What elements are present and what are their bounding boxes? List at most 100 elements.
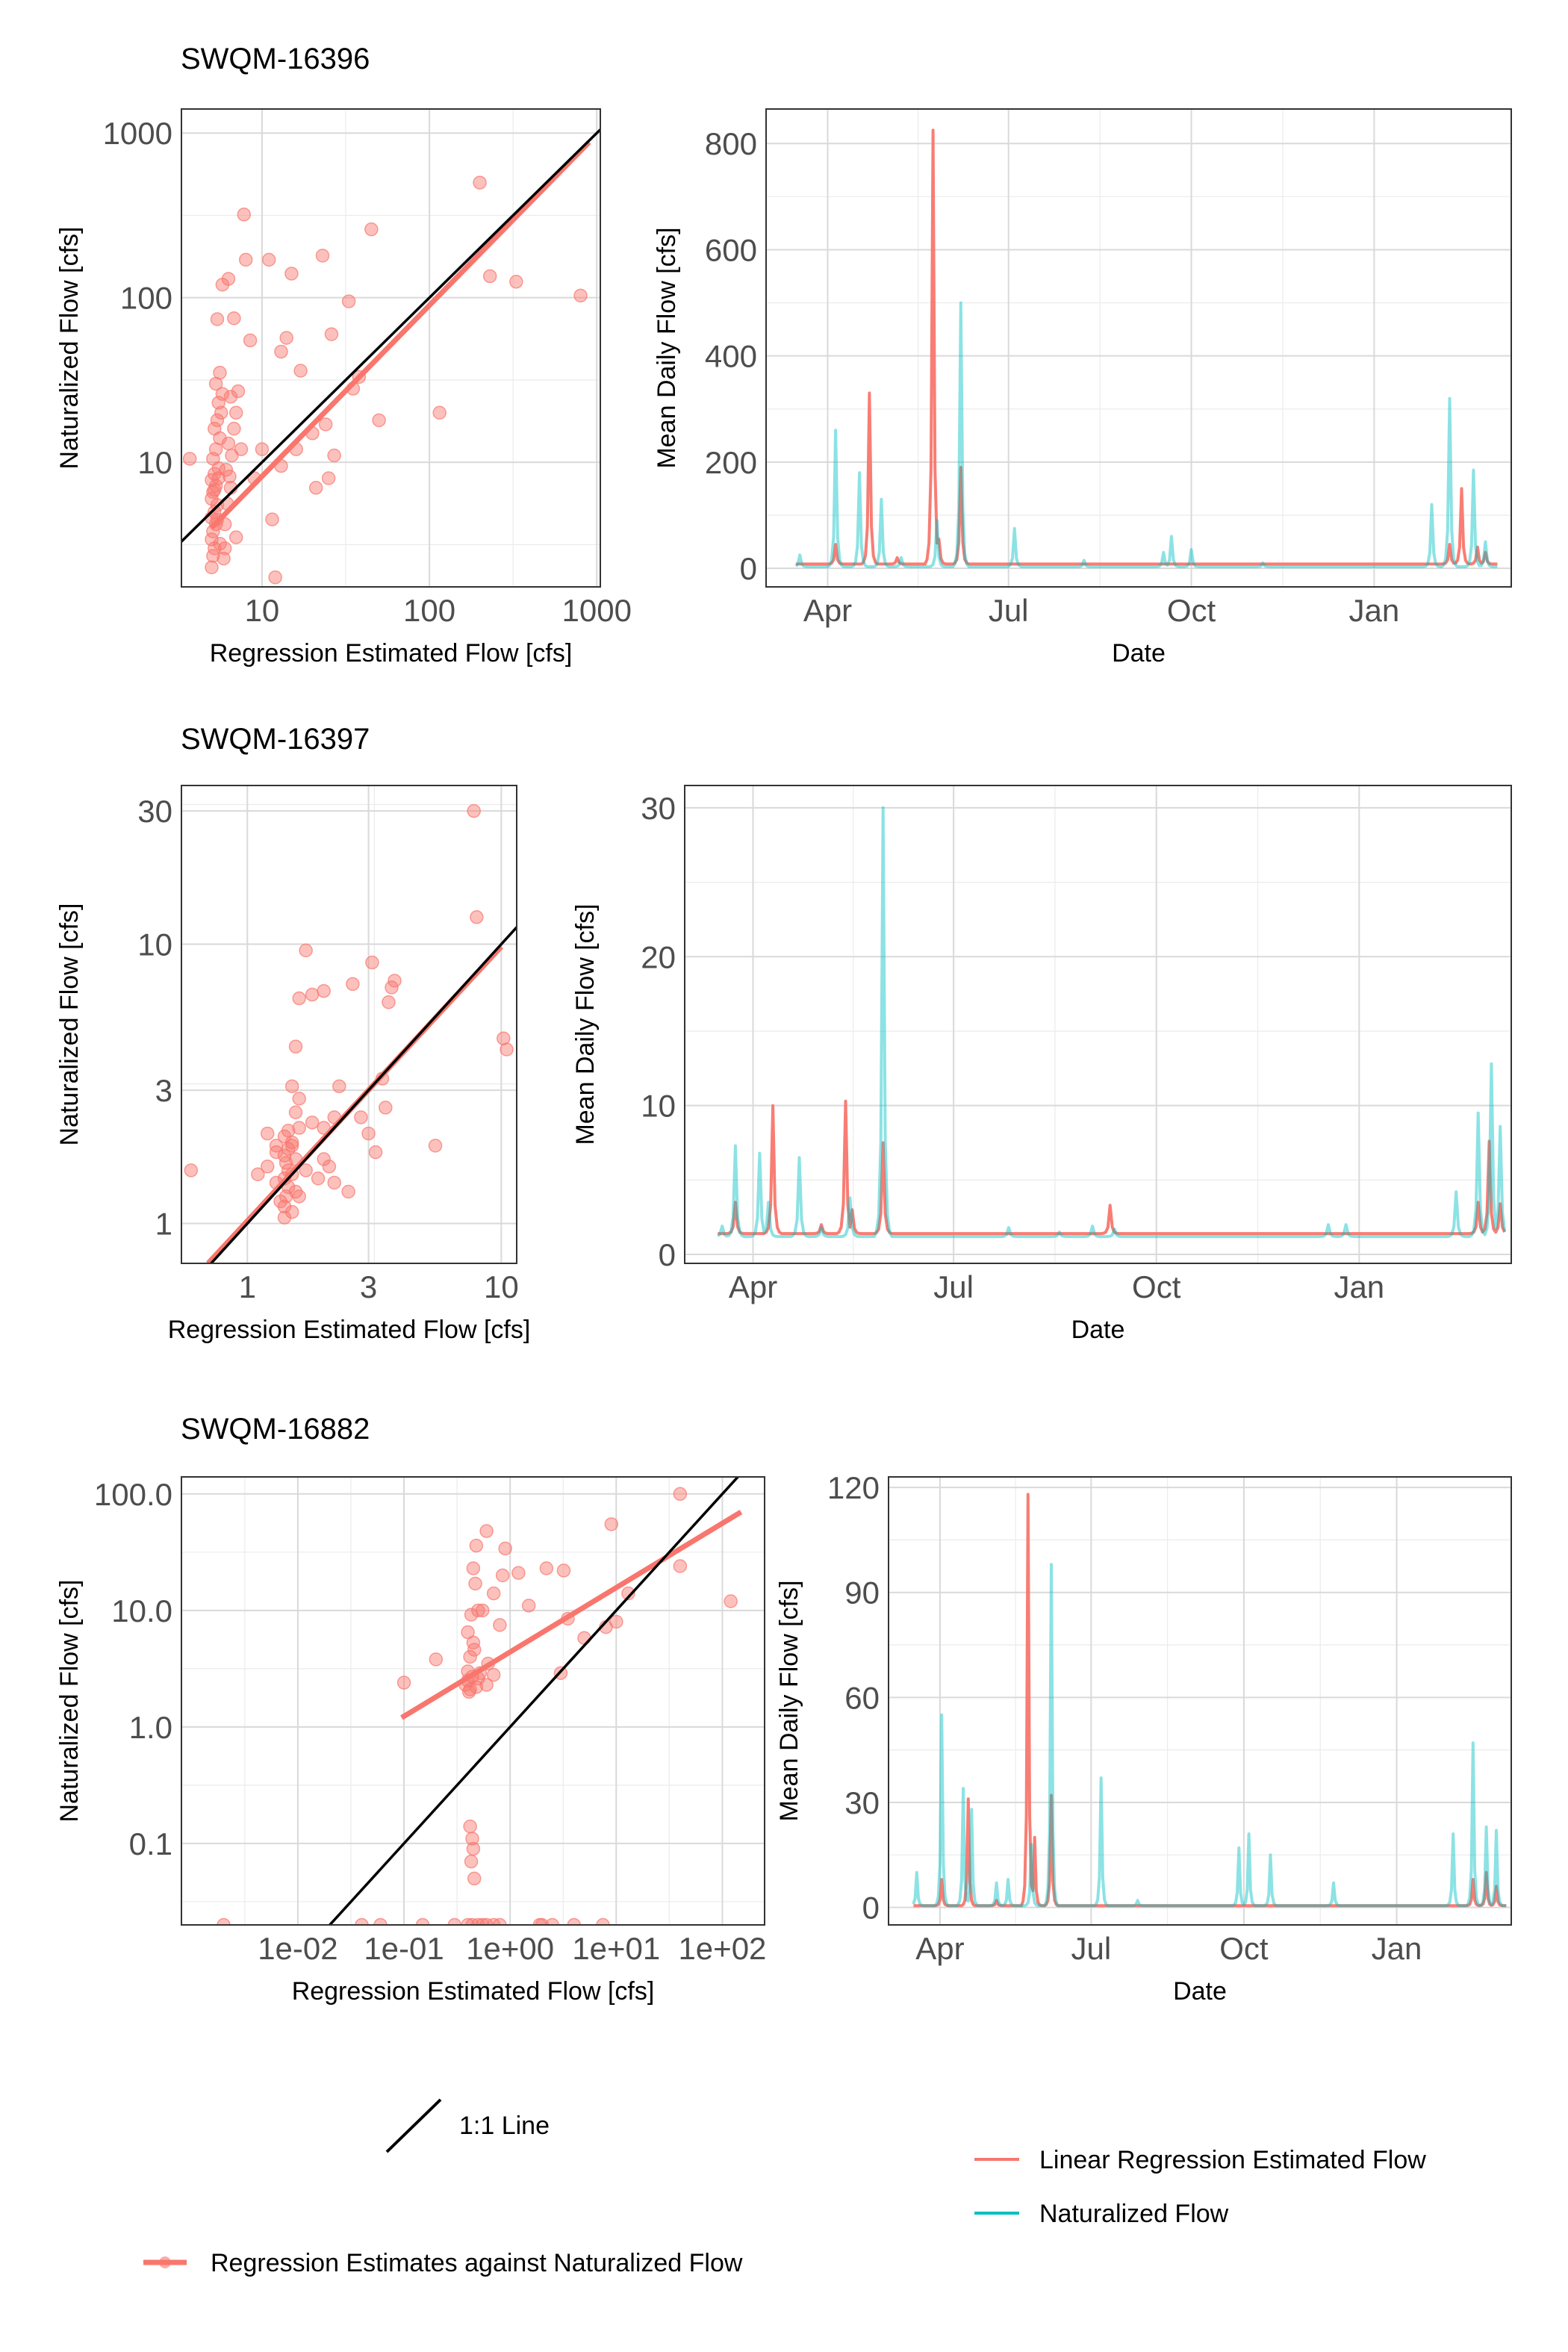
scatter-point [365, 955, 379, 970]
panel-border [181, 785, 517, 1264]
y-tick-label: 10 [641, 1089, 676, 1124]
y-tick-label: 20 [641, 939, 676, 974]
scatter-point [284, 1204, 299, 1219]
scatter-point [482, 269, 497, 284]
scatter-point [318, 417, 333, 432]
scatter-point [486, 1667, 501, 1682]
scatter-point [341, 1184, 355, 1199]
legend-linear-regression-label: Linear Regression Estimated Flow [1039, 2146, 1426, 2174]
y-tick-label: 120 [827, 1470, 880, 1505]
scatter-point [305, 1116, 320, 1130]
scatter-point [255, 442, 270, 456]
x-tick-label: 1000 [562, 593, 632, 628]
scatter-point [466, 1841, 481, 1856]
scatter-point [368, 1145, 383, 1160]
x-tick-label: 1e+02 [678, 1931, 766, 1966]
scatter-point [396, 1676, 411, 1690]
scatter-point [208, 541, 222, 556]
scatter-point [467, 1643, 482, 1657]
scatter-point [237, 208, 251, 222]
gridlines [685, 785, 1511, 1263]
scatter-point [498, 1541, 512, 1556]
scatter-point [268, 570, 282, 585]
scatter-point [468, 1576, 482, 1591]
x-tick-label: 10 [484, 1269, 519, 1304]
scatter-point [327, 448, 341, 463]
scatter-point [327, 1175, 341, 1190]
panel-border [765, 108, 1512, 588]
x-axis-title: Regression Estimated Flow [cfs] [210, 639, 573, 668]
panel-border [684, 785, 1512, 1264]
scatter-point [210, 413, 225, 428]
x-tick-label: 1e+01 [572, 1931, 660, 1966]
x-tick-label: 100 [403, 593, 455, 628]
scatter-point [324, 327, 339, 341]
site-title-16882: SWQM-16882 [181, 1413, 370, 1446]
y-tick-label: 10 [137, 927, 172, 962]
y-tick-label: 10.0 [111, 1593, 172, 1628]
series-line-naturalized [912, 1563, 1507, 1908]
scatter-point [361, 1126, 376, 1141]
scatter-point [465, 1832, 479, 1846]
x-tick-label: 3 [360, 1269, 377, 1304]
scatter-point [213, 365, 227, 380]
scatter-point [355, 1917, 369, 1925]
scatter-point [469, 1680, 484, 1694]
scatter-point [429, 1652, 444, 1667]
x-tick-label: Jan [1349, 593, 1400, 628]
x-tick-label: Jan [1334, 1269, 1384, 1304]
timeseries-panel-16396: Apr Jul Oct Jan 0 200 400 600 800 Date Mean Daily … [653, 108, 1512, 668]
scatter-point [223, 469, 237, 484]
scatter-panel-16397: 1 3 10 1 3 10 30 Regression Estimated Flow [cfs… [55, 785, 530, 1344]
timeseries-panel-16397: Apr Jul Oct Jan 0 10 20 30 Date Mean Daily Flow [… [571, 785, 1512, 1344]
regression-fit-line [400, 1509, 743, 1720]
scatter-point [238, 252, 253, 267]
x-axis-title: Date [1173, 1977, 1227, 2006]
legend-one-to-one: 1:1 Line [385, 2098, 550, 2153]
scatter-point [415, 1917, 430, 1925]
scatter-point [299, 943, 313, 958]
panel-border [181, 1476, 765, 1926]
scatter-point [317, 983, 331, 998]
scatter-point [284, 267, 299, 281]
y-tick-label: 0 [740, 551, 757, 586]
scatter-point [292, 1121, 306, 1135]
regression-fit-line [209, 140, 591, 530]
series-line-naturalized [717, 806, 1507, 1239]
gridlines [181, 1477, 765, 1925]
scatter-point [184, 1163, 199, 1177]
scatter-point [288, 1105, 303, 1120]
scatter-point [493, 1618, 507, 1632]
timeseries-panel-16882: Apr Jul Oct Jan 0 30 60 90 120 Date Mean Daily Flo… [775, 1470, 1512, 2006]
scatter-point [217, 1917, 231, 1925]
scatter-point [545, 1917, 559, 1925]
scatter-point [500, 1042, 514, 1057]
scatter-point [260, 1160, 275, 1174]
series-line-linear-regression [913, 1493, 1507, 1908]
y-tick-label: 600 [705, 232, 757, 267]
scatter-point [321, 471, 336, 485]
scatter-point [604, 1517, 619, 1531]
scatter-point [464, 1854, 479, 1869]
scatter-point [495, 1568, 510, 1583]
gridlines [889, 1477, 1511, 1925]
scatter-point [432, 405, 447, 420]
scatter-point [567, 1917, 581, 1925]
scatter-point [673, 1559, 688, 1573]
scatter-point [205, 560, 219, 575]
y-tick-label: 1000 [103, 116, 172, 151]
scatter-point [573, 288, 588, 303]
panel-border [888, 1476, 1512, 1926]
plot-area [794, 128, 1498, 568]
scatter-point [467, 1871, 482, 1886]
series-line-linear-regression [795, 128, 1498, 566]
x-tick-label: 1e-02 [258, 1931, 337, 1966]
scatter-point [332, 1079, 346, 1094]
site-title-16396: SWQM-16396 [181, 43, 370, 75]
scatter-point [497, 1031, 511, 1045]
scatter-panel-16396: 10 100 1000 10 100 1000 Regression Estimated F… [55, 108, 632, 668]
scatter-point [354, 1110, 368, 1124]
legend-one-to-one-key [385, 2098, 442, 2153]
scatter-point [346, 977, 360, 992]
